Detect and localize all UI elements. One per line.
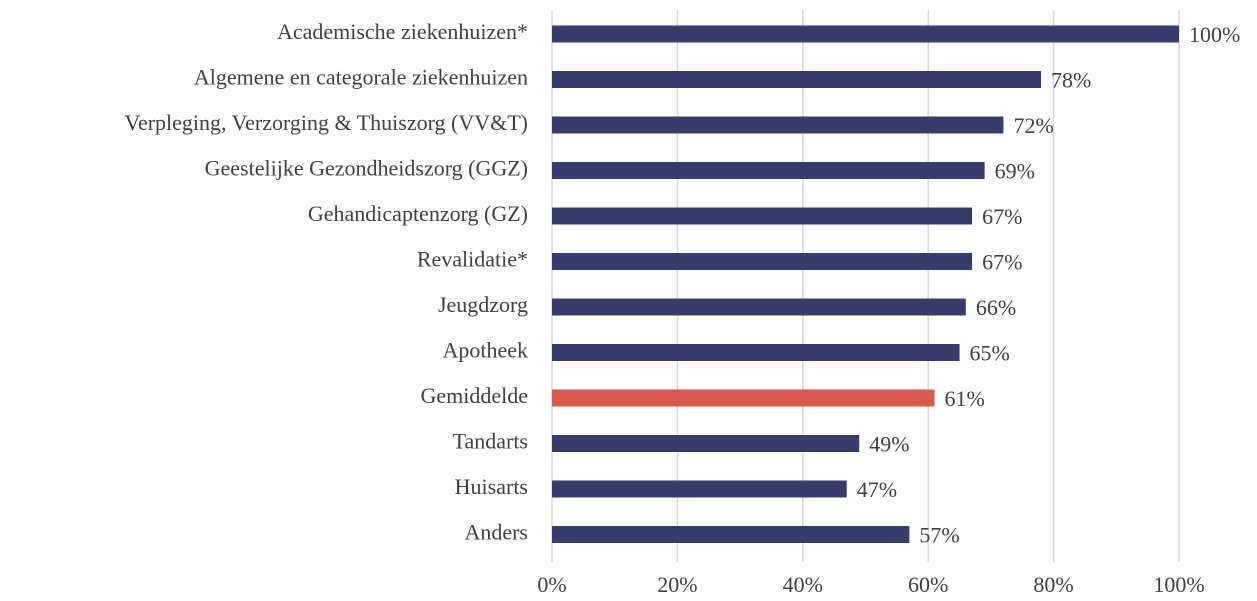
category-label: Academische ziekenhuizen* [277,19,528,44]
category-label: Algemene en categorale ziekenhuizen [194,65,528,90]
bar [552,207,973,225]
x-tick-label: 100% [1153,572,1204,597]
category-label: Verpleging, Verzorging & Thuiszorg (VV&T… [125,110,528,135]
category-label: Gemiddelde [420,383,528,408]
bar [552,116,1004,134]
category-label: Jeugdzorg [438,292,528,317]
value-label: 67% [982,204,1022,229]
x-tick-label: 20% [657,572,697,597]
bar [552,389,935,407]
bar [552,71,1042,88]
x-tick-label: 40% [783,572,823,597]
value-label: 49% [869,432,909,457]
value-label: 57% [919,523,959,548]
value-label: 69% [995,159,1035,184]
category-label: Tandarts [453,429,528,454]
bar [552,526,910,543]
x-tick-label: 0% [537,572,566,597]
value-label: 61% [944,386,984,411]
value-label: 72% [1013,113,1053,138]
bar [552,162,985,179]
value-label: 65% [970,341,1010,366]
value-label: 67% [982,250,1022,275]
category-label: Geestelijke Gezondheidszorg (GGZ) [205,156,528,181]
bar [552,298,966,316]
bar [552,253,973,270]
x-tick-label: 60% [908,572,948,597]
category-label: Huisarts [455,474,528,499]
category-label: Apotheek [442,338,528,363]
bar [552,25,1179,43]
category-label: Anders [464,520,528,545]
x-tick-label: 80% [1033,572,1073,597]
bar [552,435,860,452]
category-label: Revalidatie* [417,247,528,272]
value-label: 47% [857,477,897,502]
value-label: 66% [976,295,1016,320]
value-label: 100% [1189,22,1240,47]
category-label: Gehandicaptenzorg (GZ) [308,201,528,226]
bar [552,480,847,498]
bar [552,344,960,361]
value-label: 78% [1051,68,1091,93]
